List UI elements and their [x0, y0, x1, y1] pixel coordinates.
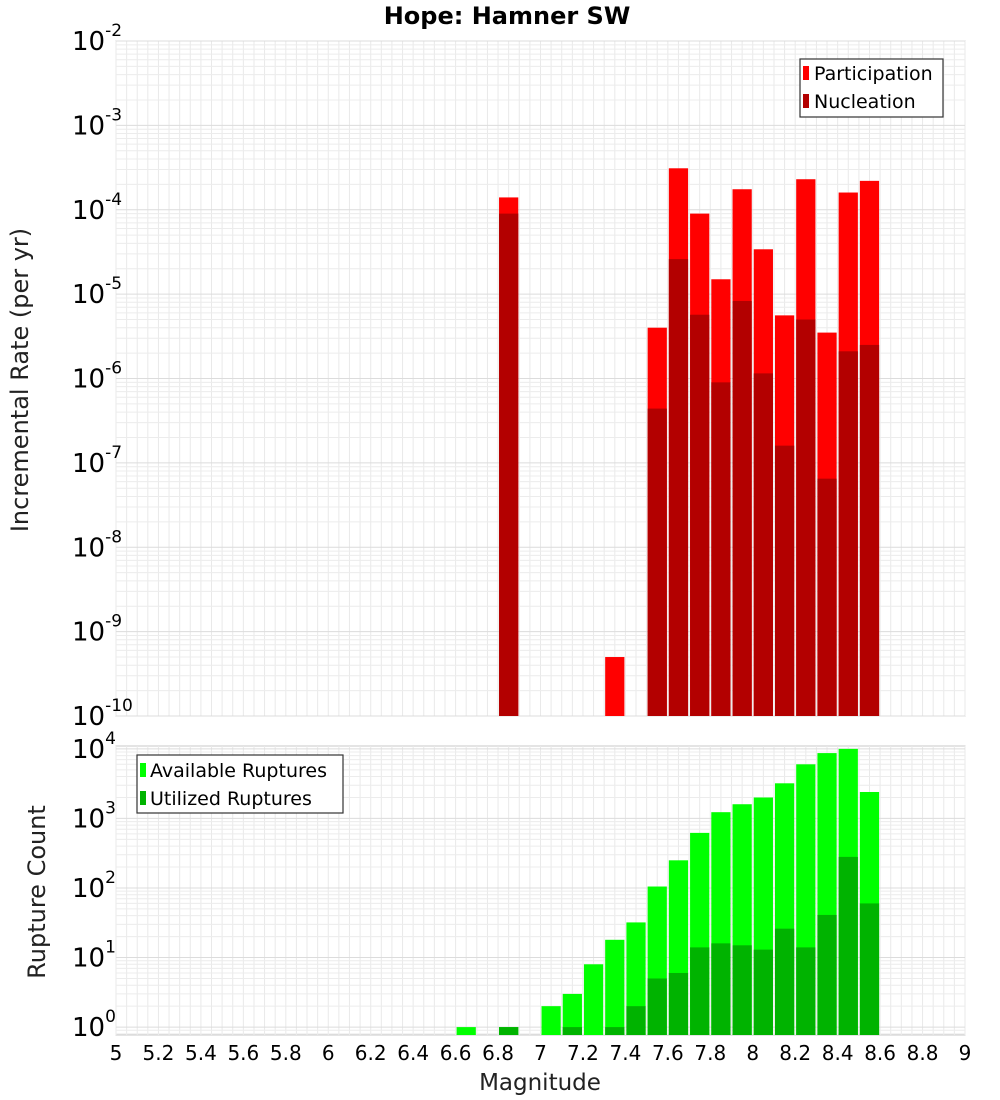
- x-tick-label: 5.2: [143, 1041, 175, 1065]
- x-tick-label: 6.4: [397, 1041, 429, 1065]
- x-tick-label: 8.8: [907, 1041, 939, 1065]
- bar-utilized-ruptures: [796, 947, 816, 1035]
- bar-available-ruptures: [456, 1027, 476, 1035]
- x-tick-label: 7.4: [609, 1041, 641, 1065]
- rupture-y-tick-label: 100: [72, 1007, 116, 1043]
- bar-nucleation: [668, 259, 689, 716]
- bar-available-ruptures: [541, 1006, 561, 1035]
- x-tick-label: 6.2: [355, 1041, 387, 1065]
- rate-y-axis-label: Incremental Rate (per yr): [6, 228, 34, 532]
- rate-y-tick-labels: 10-10 10-9 10-8 10-7 10-6 10-5 10-4 10-3 10-2: [72, 21, 133, 732]
- bar-available-ruptures: [605, 939, 625, 1035]
- rate-y-tick-label: 10-3: [72, 105, 122, 141]
- x-tick-label: 5: [110, 1041, 123, 1065]
- bar-utilized-ruptures: [626, 1006, 646, 1035]
- rupture-legend: Available Ruptures Utilized Ruptures: [136, 754, 344, 814]
- x-tick-label: 7: [534, 1041, 547, 1065]
- bar-utilized-ruptures: [732, 945, 752, 1035]
- bar-nucleation: [817, 478, 837, 716]
- legend-swatch-available: [140, 763, 146, 777]
- bar-nucleation: [796, 319, 816, 716]
- chart-title: Hope: Hamner SW: [384, 2, 631, 30]
- bar-nucleation: [499, 213, 519, 717]
- rupture-bars: [456, 748, 880, 1035]
- rupture-legend-box: [136, 754, 344, 814]
- x-tick-label: 5.4: [185, 1041, 217, 1065]
- rupture-y-tick-label: 103: [72, 798, 116, 834]
- rate-y-tick-label: 10-6: [72, 359, 122, 395]
- bar-utilized-ruptures: [562, 1027, 582, 1035]
- bar-utilized-ruptures: [499, 1027, 519, 1035]
- x-tick-label: 7.6: [652, 1041, 684, 1065]
- x-tick-label: 5.6: [227, 1041, 259, 1065]
- bar-available-ruptures: [562, 993, 582, 1035]
- rate-legend: Participation Nucleation: [799, 58, 944, 118]
- bar-utilized-ruptures: [668, 972, 689, 1035]
- x-tick-label: 6.8: [482, 1041, 514, 1065]
- rate-chart: 10-10 10-9 10-8 10-7 10-6 10-5 10-4 10-3 10-2 In…: [6, 21, 966, 732]
- x-axis-label: Magnitude: [479, 1070, 601, 1096]
- rupture-y-tick-label: 101: [72, 938, 116, 974]
- bar-utilized-ruptures: [774, 928, 795, 1035]
- rate-bars: [499, 168, 880, 717]
- x-tick-label: 8.2: [779, 1041, 811, 1065]
- bar-nucleation: [838, 351, 858, 716]
- rate-legend-box: [799, 58, 944, 118]
- rate-y-tick-label: 10-10: [72, 696, 133, 732]
- bar-utilized-ruptures: [690, 947, 710, 1035]
- x-tick-label: 8.4: [822, 1041, 854, 1065]
- legend-swatch-utilized: [140, 791, 146, 805]
- x-tick-labels: 5 5.2 5.4 5.6 5.8 6 6.2 6.4 6.6 6.8 7 7.2 7.4 7.6 7.8 8…: [110, 1041, 972, 1065]
- x-tick-label: 6.6: [440, 1041, 472, 1065]
- rupture-count-chart: 100 101 102 103 104 5 5.2 5.4 5.6 5.8 6 6.2 6.4 6.6 6…: [23, 729, 971, 1096]
- legend-label-available: Available Ruptures: [150, 760, 327, 782]
- rate-y-tick-label: 10-9: [72, 612, 122, 648]
- bar-nucleation: [690, 314, 710, 716]
- rate-y-tick-label: 10-5: [72, 274, 122, 310]
- bar-utilized-ruptures: [647, 978, 667, 1035]
- bar-utilized-ruptures: [838, 856, 858, 1035]
- x-tick-label: 7.8: [694, 1041, 726, 1065]
- bar-available-ruptures: [583, 964, 604, 1035]
- x-tick-label: 8: [746, 1041, 759, 1065]
- bar-nucleation: [774, 445, 795, 716]
- bar-nucleation: [647, 408, 667, 716]
- bar-utilized-ruptures: [711, 943, 731, 1035]
- bar-nucleation: [732, 300, 752, 716]
- legend-label-nucleation: Nucleation: [814, 91, 916, 113]
- bar-nucleation: [753, 373, 773, 716]
- bar-utilized-ruptures: [859, 903, 880, 1035]
- bar-nucleation: [711, 382, 731, 716]
- rate-y-tick-label: 10-7: [72, 443, 122, 479]
- x-tick-label: 8.6: [864, 1041, 896, 1065]
- x-tick-label: 7.2: [567, 1041, 599, 1065]
- rate-y-tick-label: 10-2: [72, 21, 122, 57]
- bar-nucleation: [859, 344, 880, 716]
- bar-utilized-ruptures: [605, 1027, 625, 1035]
- x-tick-label: 6: [322, 1041, 335, 1065]
- bar-participation: [605, 657, 625, 716]
- x-tick-label: 5.8: [270, 1041, 302, 1065]
- bar-utilized-ruptures: [817, 914, 837, 1035]
- rate-y-tick-label: 10-8: [72, 527, 122, 563]
- rupture-y-tick-label: 104: [72, 729, 116, 765]
- legend-swatch-participation: [803, 66, 809, 80]
- rupture-y-axis-label: Rupture Count: [23, 805, 51, 979]
- rate-gridlines: [115, 40, 966, 717]
- legend-label-participation: Participation: [814, 63, 933, 85]
- rupture-y-tick-label: 102: [72, 868, 116, 904]
- legend-swatch-nucleation: [803, 94, 809, 108]
- legend-label-utilized: Utilized Ruptures: [150, 788, 312, 810]
- bar-utilized-ruptures: [753, 949, 773, 1035]
- rupture-y-tick-labels: 100 101 102 103 104: [72, 729, 116, 1043]
- rate-y-tick-label: 10-4: [72, 190, 122, 226]
- x-tick-label: 9: [959, 1041, 972, 1065]
